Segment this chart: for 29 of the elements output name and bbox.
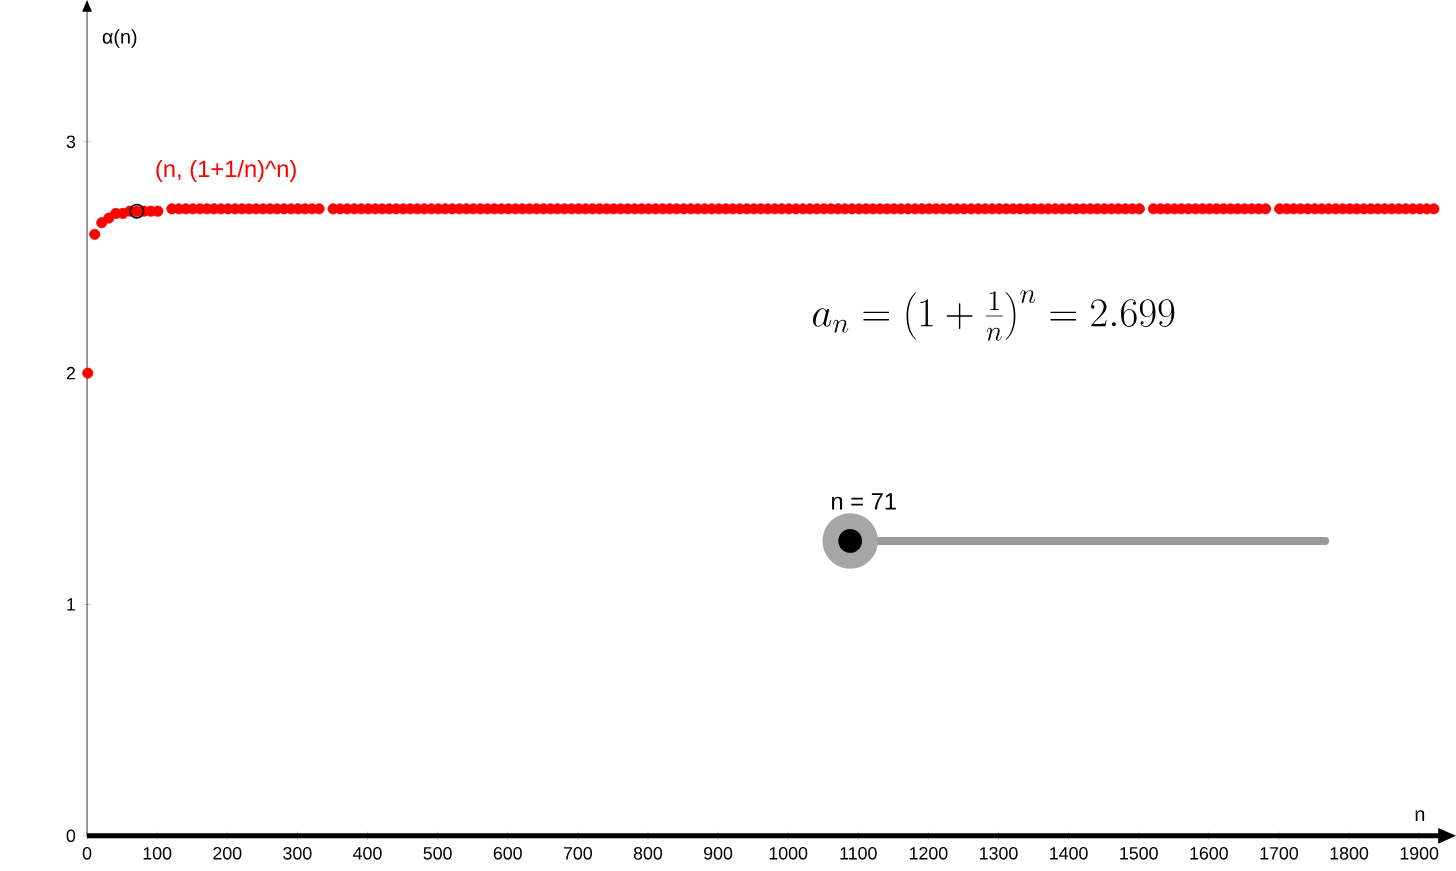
x-tick-label: 1100 [840,846,877,860]
x-tick-label: 500 [423,846,452,860]
x-tick-label: 1000 [769,846,808,860]
y-axis-title: α(n) [102,29,137,48]
y-tick-label: 3 [66,135,76,148]
x-tick-label: 700 [563,846,592,860]
x-tick-label: 1500 [1120,846,1158,860]
x-tick-label: 800 [633,846,663,860]
x-axis-title: n [1415,810,1425,821]
annotation: (n, (1+1/n)^n) [156,159,296,182]
x-tick-label: 1300 [980,846,1018,860]
y-tick-label: 1 [67,598,75,611]
y-tick-label: 0 [66,829,76,842]
x-tick-label: 0 [82,846,92,860]
y-tick-label: 2 [66,366,75,380]
annotation: n = 71 [832,492,896,510]
x-tick-label: 600 [493,846,522,860]
x-tick-label: 400 [353,846,382,860]
x-tick-label: 1900 [1400,846,1439,860]
x-tick-label: 100 [143,846,172,860]
x-tick-label: 1600 [1190,846,1228,860]
x-tick-label: 1200 [909,846,948,860]
x-tick-label: 1700 [1260,846,1299,860]
x-tick-label: 200 [213,846,242,860]
x-tick-label: 1400 [1050,846,1088,860]
annotation: $a_n = \left(1+\frac{1}{n}\right)^n = 2.699$ [813,290,1175,341]
x-tick-label: 300 [283,846,312,860]
x-tick-label: 1800 [1330,846,1369,860]
x-tick-label: 900 [704,846,733,860]
